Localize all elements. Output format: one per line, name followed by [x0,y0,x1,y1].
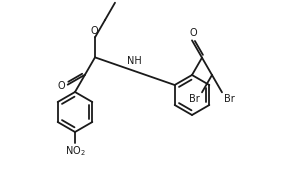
Text: O: O [57,81,65,91]
Text: NH: NH [127,56,142,66]
Text: Br: Br [189,94,200,104]
Text: Br: Br [224,94,235,104]
Text: O: O [189,28,197,38]
Text: $\sf{NO_2}$: $\sf{NO_2}$ [65,144,85,158]
Text: O: O [90,26,98,36]
